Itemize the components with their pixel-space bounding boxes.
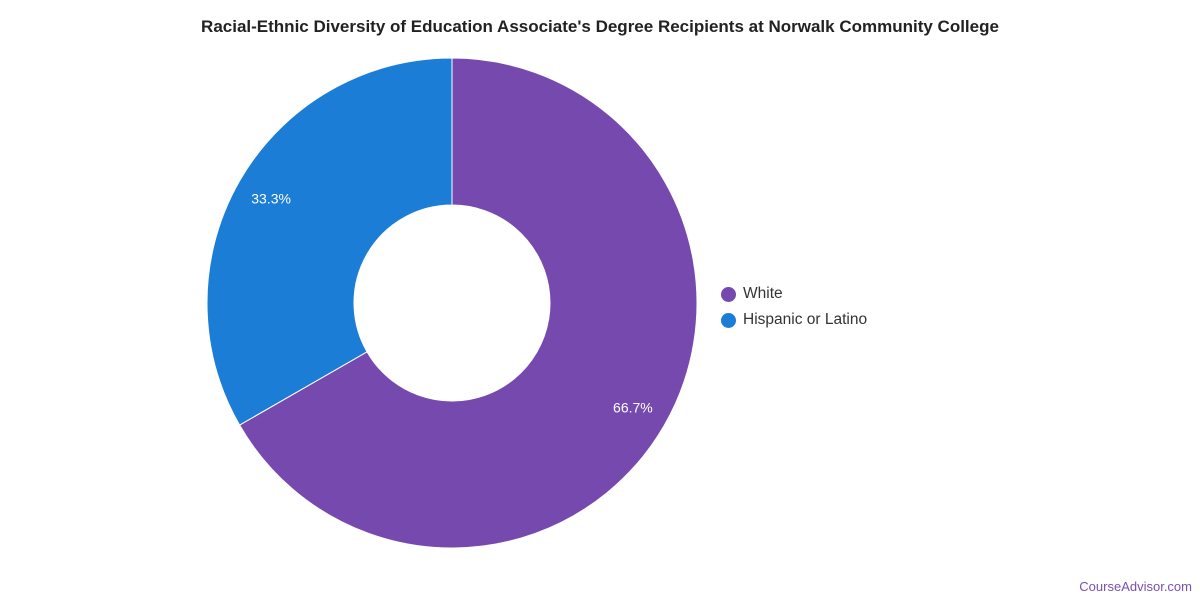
legend: White Hispanic or Latino [721,281,867,333]
legend-label: White [743,285,783,302]
watermark[interactable]: CourseAdvisor.com [1079,579,1192,594]
legend-swatch-white [721,286,736,302]
slice-hispanic-or-latino[interactable] [206,57,453,426]
legend-item-hispanic[interactable]: Hispanic or Latino [721,307,867,333]
legend-item-white[interactable]: White [721,281,867,307]
legend-label: Hispanic or Latino [743,311,868,328]
slice-data-label: 66.7% [613,400,653,416]
chart-title: Racial-Ethnic Diversity of Education Ass… [201,17,999,36]
slice-white[interactable] [238,57,698,549]
legend-swatch-hispanic [721,312,736,328]
slice-data-label: 33.3% [251,190,291,206]
